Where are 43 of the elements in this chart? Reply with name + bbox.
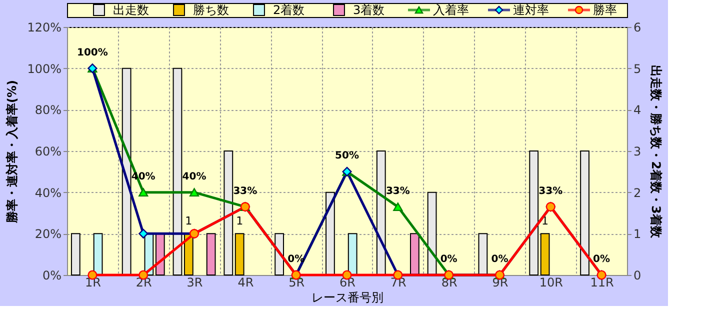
legend-label: 連対率 (513, 3, 549, 17)
data-label: 0% (491, 254, 508, 265)
annotation: 0% (593, 254, 610, 265)
data-label: 1 (185, 214, 192, 228)
legend-label: 3着数 (353, 3, 385, 17)
x-tick-label: 4R (238, 276, 254, 290)
y2-tick-label: 6 (634, 20, 642, 34)
legend-label: 勝率 (593, 3, 617, 17)
x-tick-label: 10R (539, 276, 563, 290)
data-label: 40% (182, 171, 206, 182)
y2-tick-label: 3 (634, 144, 642, 158)
x-tick-label: 1R (84, 276, 101, 290)
data-label: 1 (236, 214, 244, 228)
point (138, 188, 148, 197)
y-tick-label: 20% (34, 227, 62, 242)
y-axis-title: 勝率・連対率・入着率(%) (5, 80, 20, 224)
y-tick-label: 100% (27, 62, 62, 76)
y2-tick-label: 0 (634, 268, 642, 282)
y-tick-label: 120% (27, 20, 62, 34)
y2-axis-title: 出走数・勝ち数・2着数・3着数 (649, 65, 664, 239)
data-label: 33% (233, 186, 258, 197)
data-label: 0% (440, 254, 458, 265)
legend-label: 出走数 (113, 3, 149, 17)
legend-label: 勝ち数 (193, 3, 229, 17)
data-label: 33% (386, 186, 410, 197)
legend-label: 2着数 (273, 3, 305, 17)
x-axis-title: レース番号別 (312, 290, 384, 304)
y2-tick-label: 1 (634, 227, 642, 242)
annotation: 33% (538, 186, 563, 197)
data-label: 50% (335, 150, 359, 162)
y-tick-label: 40% (34, 186, 62, 200)
y2-tick-label: 4 (634, 103, 642, 118)
y-tick-label: 0% (42, 268, 62, 282)
point (138, 228, 148, 238)
x-tick-label: 3R (186, 276, 203, 290)
y2-tick-label: 5 (634, 62, 642, 76)
y-tick-label: 80% (34, 103, 62, 118)
data-label: 100% (77, 47, 108, 58)
legend-label: 入着率 (433, 3, 469, 17)
point (393, 202, 403, 212)
y-tick-label: 60% (34, 144, 62, 158)
y2-tick-label: 2 (634, 186, 642, 200)
point (189, 188, 200, 197)
